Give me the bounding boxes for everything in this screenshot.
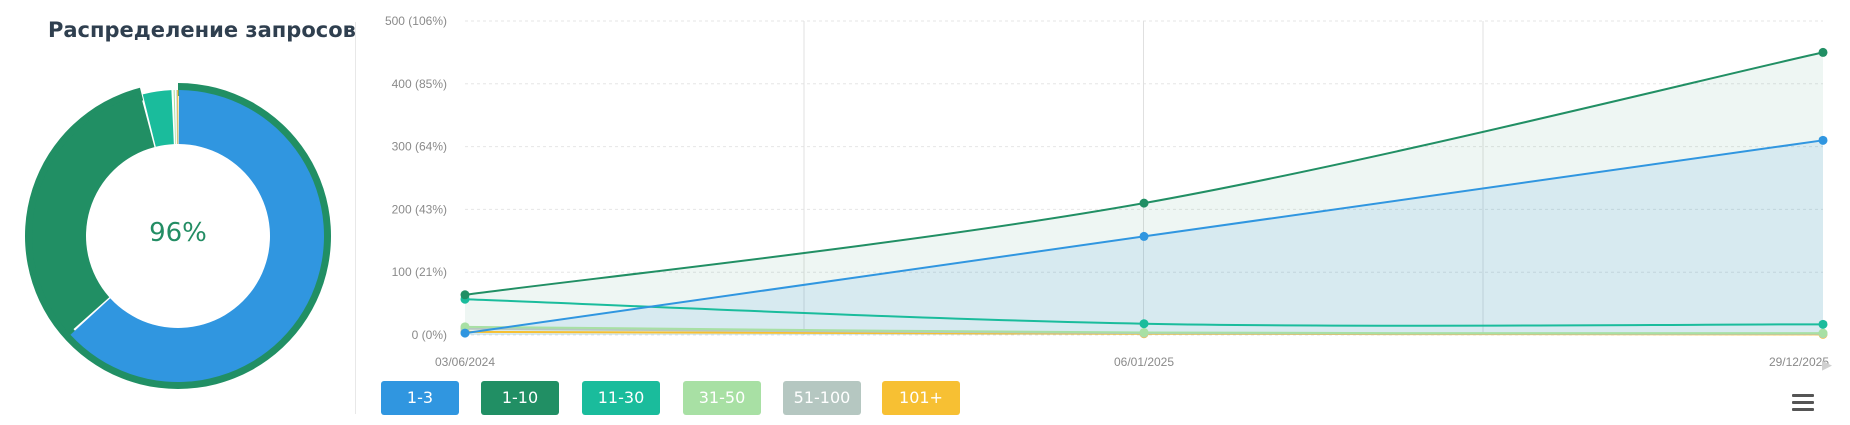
line-chart: 0 (0%) 100 (21%) 200 (43%) 300 (64%) 400 (85…: [385, 14, 1829, 369]
data-point-1-10[interactable]: [1139, 198, 1149, 208]
area-1-10: [465, 52, 1823, 336]
donut-segment-1-10[interactable]: [31, 94, 155, 334]
panel-divider: [355, 22, 356, 414]
data-point-1-3[interactable]: [460, 328, 470, 338]
data-point-11-30[interactable]: [1139, 319, 1149, 329]
y-tick-label: 500 (106%): [385, 14, 447, 28]
data-point-31-50[interactable]: [460, 322, 470, 332]
y-tick-label: 400 (85%): [392, 77, 447, 91]
donut-chart: [24, 83, 331, 389]
data-point-1-3[interactable]: [1139, 231, 1149, 241]
data-point-11-30[interactable]: [1818, 319, 1828, 329]
legend-button-101+[interactable]: 101+: [882, 381, 960, 415]
donut-panel: Распределение запросов 96%: [0, 0, 360, 425]
donut-center-value: 96%: [149, 218, 207, 248]
data-point-1-10[interactable]: [460, 290, 470, 300]
donut-segment-11-30[interactable]: [142, 90, 174, 147]
y-tick-label: 200 (43%): [392, 202, 447, 216]
donut-segment-31-50[interactable]: [173, 90, 176, 145]
scroll-right-icon[interactable]: ▶: [1822, 357, 1832, 372]
donut-segment-1-3[interactable]: [70, 90, 324, 383]
legend-button-31-50[interactable]: 31-50: [683, 381, 761, 415]
y-tick-label: 0 (0%): [412, 328, 447, 342]
donut-segment-101+[interactable]: [177, 90, 179, 145]
data-point-1-3[interactable]: [1818, 135, 1828, 145]
x-tick-label: 03/06/2024: [435, 355, 495, 369]
x-tick-label: 06/01/2025: [1114, 355, 1174, 369]
legend-button-1-10[interactable]: 1-10: [481, 381, 559, 415]
y-tick-label: 100 (21%): [392, 265, 447, 279]
data-point-31-50[interactable]: [1139, 327, 1149, 337]
y-tick-label: 300 (64%): [392, 140, 447, 154]
legend-button-51-100[interactable]: 51-100: [783, 381, 861, 415]
data-point-31-50[interactable]: [1818, 328, 1828, 338]
data-point-1-10[interactable]: [1818, 47, 1828, 57]
donut-title: Распределение запросов: [48, 18, 356, 42]
donut-segment-51-100[interactable]: [176, 90, 178, 145]
hamburger-menu-icon[interactable]: [1792, 394, 1814, 414]
legend-button-11-30[interactable]: 11-30: [582, 381, 660, 415]
x-tick-label: 29/12/2025: [1769, 355, 1829, 369]
legend-button-1-3[interactable]: 1-3: [381, 381, 459, 415]
